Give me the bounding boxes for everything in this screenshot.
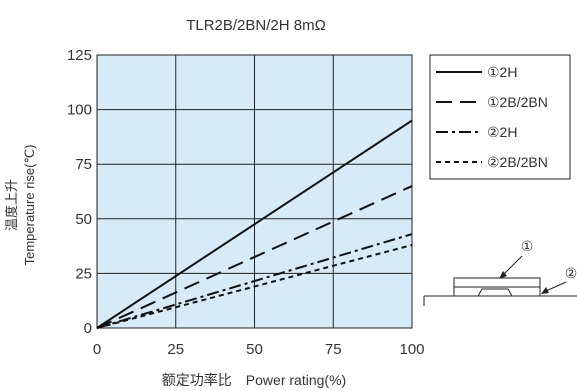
chart-title: TLR2B/2BN/2H 8mΩ	[186, 17, 326, 34]
x-axis-label: 额定功率比 Power rating(%)	[162, 372, 346, 388]
annotation-arrowhead-1	[499, 271, 507, 279]
x-tick-label: 25	[167, 341, 184, 358]
y-axis-label: 温度上升 Temperature rise(℃)	[4, 145, 37, 266]
legend-label-1: ①2H	[487, 64, 517, 80]
legend-label-3: ②2H	[487, 124, 517, 140]
annotation-arrowhead-2	[541, 287, 549, 294]
x-tick-labels: 0 25 50 75 100	[93, 341, 425, 358]
y-tick-label: 125	[67, 47, 92, 64]
legend: ①2H ①2B/2BN ②2H ②2B/2BN	[429, 54, 571, 180]
annotation-label-2: ②	[565, 265, 577, 281]
series-line-2	[96, 185, 413, 329]
x-tick-label: 50	[246, 341, 263, 358]
grid-lines	[97, 55, 412, 328]
y-axis-label-cn: 温度上升	[4, 179, 19, 231]
legend-box	[429, 54, 571, 180]
y-tick-label: 75	[75, 156, 92, 173]
y-tick-label: 100	[67, 102, 92, 119]
y-tick-labels: 0 25 50 75 100 125	[67, 47, 92, 337]
y-tick-label: 0	[84, 320, 92, 337]
resistor-center-bump	[477, 288, 513, 297]
legend-label-2: ①2B/2BN	[487, 94, 548, 110]
annotation-arrow-2	[545, 281, 567, 292]
legend-label-4: ②2B/2BN	[487, 154, 548, 170]
y-tick-label: 25	[75, 265, 92, 282]
annotation-arrow-1	[502, 255, 523, 276]
component-diagram: ① ②	[423, 238, 577, 306]
y-axis-label-en: Temperature rise(℃)	[22, 145, 37, 266]
x-tick-label: 100	[399, 341, 424, 358]
x-tick-label: 0	[93, 341, 101, 358]
series-lines	[96, 119, 413, 329]
series-line-3	[96, 233, 413, 329]
series-line-4	[96, 244, 413, 329]
x-tick-label: 75	[325, 341, 342, 358]
annotation-label-1: ①	[521, 238, 534, 254]
y-tick-label: 50	[75, 211, 92, 228]
legend-items: ①2H ①2B/2BN ②2H ②2B/2BN	[436, 64, 548, 170]
series-line-1	[96, 119, 413, 329]
